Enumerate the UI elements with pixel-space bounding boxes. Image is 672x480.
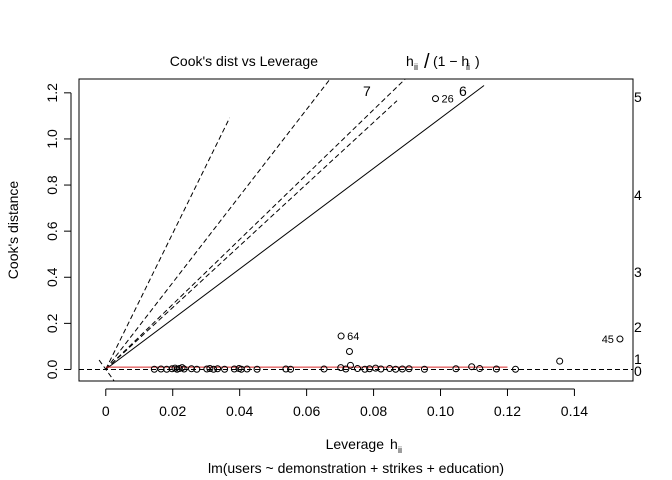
y-tick-label-0: 0.0 (44, 360, 60, 380)
point-label-64: 64 (347, 331, 359, 343)
y-axis-label: Cook's distance (5, 181, 21, 280)
chart-title-text: Cook's dist vs Leverage (170, 53, 318, 69)
point-28 (355, 366, 361, 372)
y-tick-label-1: 0.2 (44, 313, 60, 333)
x-tick-label-4: 0.08 (360, 403, 387, 419)
x-tick-label-3: 0.06 (293, 403, 320, 419)
x-tick-label-0: 0 (102, 403, 110, 419)
contour-label-6: 6 (459, 83, 467, 99)
x-tick-label-7: 0.14 (561, 403, 588, 419)
y-tick-label-5: 1.0 (44, 129, 60, 149)
data-points (151, 96, 623, 373)
contour-label-4: 4 (634, 187, 642, 203)
x-axis-label-h-sub: ii (398, 445, 402, 455)
contour-label-3: 3 (634, 264, 642, 280)
title-formula-one-minus: (1 − h (433, 53, 469, 69)
contour-line-3 (106, 101, 397, 370)
point-33 (387, 366, 393, 372)
point-43 (557, 358, 563, 364)
x-tick-label-2: 0.04 (226, 403, 253, 419)
contour-label-1: 1 (634, 351, 642, 367)
x-tick-label-1: 0.02 (159, 403, 186, 419)
title-formula-h: h (406, 53, 414, 69)
contour-label-2: 2 (634, 319, 642, 335)
point-40 (477, 366, 483, 372)
subtitle: lm(users ~ demonstration + strikes + edu… (208, 460, 504, 476)
point-labels: 64 26 45 (347, 94, 614, 346)
x-axis: 0 0.02 0.04 0.06 0.08 0.10 0.12 0.14 (102, 389, 588, 419)
title-formula-h-sub: ii (414, 62, 418, 72)
y-tick-label-6: 1.2 (44, 83, 60, 103)
y-tick-label-3: 0.6 (44, 221, 60, 241)
point-label-45: 45 (602, 334, 614, 346)
x-axis-label: Leverage (326, 436, 385, 452)
point-45 (338, 333, 344, 339)
contour-label-5: 5 (634, 89, 642, 105)
point-46 (433, 96, 439, 102)
y-tick-label-4: 0.8 (44, 175, 60, 195)
contour-label-7: 7 (363, 83, 371, 99)
cook-contours (79, 0, 633, 381)
contour-line-4 (106, 86, 484, 370)
title-formula-h-sub-2: ii (466, 62, 470, 72)
x-tick-label-6: 0.12 (494, 403, 521, 419)
x-axis-label-h: h (390, 436, 398, 452)
title-formula-close: ) (475, 53, 480, 69)
point-47 (617, 336, 623, 342)
point-label-26: 26 (442, 94, 454, 106)
y-tick-label-2: 0.4 (44, 267, 60, 287)
x-tick-label-5: 0.10 (427, 403, 454, 419)
y-axis: 0.0 0.2 0.4 0.6 0.8 1.0 1.2 (44, 83, 71, 379)
contour-line-5 (106, 118, 230, 369)
chart-title: Cook's dist vs Leverage h ii / (1 − h ii… (170, 51, 480, 73)
title-formula-slash: / (424, 51, 430, 73)
point-44 (346, 348, 352, 354)
